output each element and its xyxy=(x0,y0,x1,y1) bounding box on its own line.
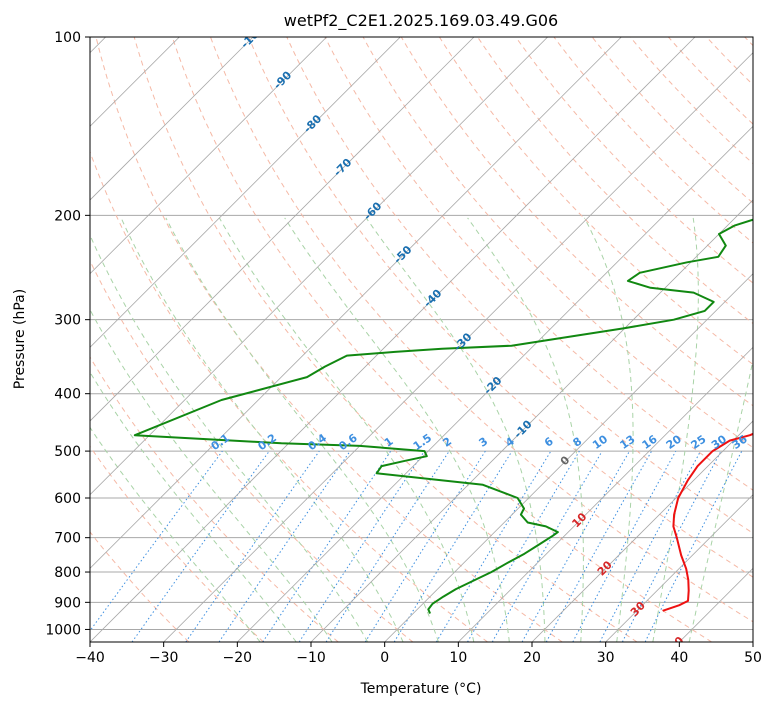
mixing-ratio-line-13 xyxy=(521,450,630,642)
dry-adiabat-line xyxy=(400,37,753,407)
dry-adiabat-line xyxy=(286,37,753,534)
dry-adiabat-line xyxy=(438,37,753,365)
isotherm-line xyxy=(163,52,753,642)
isotherm-line xyxy=(90,37,622,569)
x-axis-label: Temperature (°C) xyxy=(360,681,482,697)
y-tick-label: 500 xyxy=(54,444,81,460)
isotherm-line xyxy=(384,273,753,642)
y-tick-label: 600 xyxy=(54,491,81,507)
mixing-ratio-line-10 xyxy=(491,450,603,642)
isotherm-line xyxy=(90,37,401,348)
mixing-ratio-line-8 xyxy=(467,450,580,642)
y-tick-label: 400 xyxy=(54,387,81,403)
mixing-ratio-line-0-1 xyxy=(90,450,223,632)
x-tick-label: 40 xyxy=(670,650,688,666)
x-tick-label: 10 xyxy=(449,650,467,666)
isotherm-label: 40 xyxy=(667,634,687,654)
dry-adiabat-line xyxy=(90,531,190,642)
moist-adiabat-line xyxy=(90,234,369,642)
y-tick-label: 800 xyxy=(54,565,81,581)
temperature-profile-line xyxy=(662,432,753,612)
isotherm-line xyxy=(90,37,254,201)
plot-frame xyxy=(89,36,754,643)
moist-adiabat-line xyxy=(284,217,510,642)
y-tick-label: 700 xyxy=(54,531,81,547)
isotherm-line xyxy=(458,346,753,642)
moist-adiabat-line xyxy=(688,357,753,642)
y-tick-label: 100 xyxy=(54,30,81,46)
isotherm-line xyxy=(310,199,753,642)
chart-title: wetPf2_C2E1.2025.169.03.49.G06 xyxy=(284,11,558,31)
plot-background xyxy=(90,37,753,642)
mixing-ratio-line-2 xyxy=(325,450,450,642)
isotherm-line xyxy=(237,125,753,642)
x-tick-label: 0 xyxy=(380,650,389,666)
mixing-ratio-lines xyxy=(90,450,743,642)
moist-adiabat-line xyxy=(90,371,297,642)
dry-adiabats xyxy=(90,37,753,642)
mixing-ratio-line-0-6 xyxy=(218,450,351,642)
x-tick-label: 30 xyxy=(597,650,615,666)
y-axis-label: Pressure (hPa) xyxy=(12,289,28,389)
isotherm-line xyxy=(90,37,327,275)
dry-adiabat-line xyxy=(324,37,753,491)
x-tick-label: −10 xyxy=(296,650,326,666)
x-tick-label: −30 xyxy=(149,650,179,666)
moist-adiabat-line xyxy=(365,217,546,642)
moist-adiabat-line xyxy=(120,217,404,642)
y-axis-ticks: 100 200 300 400 500 600 700 800 900 1000 xyxy=(45,30,90,638)
y-tick-label: 900 xyxy=(54,595,81,611)
x-tick-label: −20 xyxy=(223,650,253,666)
moist-adiabat-line xyxy=(218,217,475,642)
mixing-ratio-line-0-2 xyxy=(131,450,270,642)
y-tick-label: 1000 xyxy=(45,622,81,638)
isotherm-line xyxy=(90,37,475,422)
moist-adiabats xyxy=(90,217,753,642)
x-tick-label: −40 xyxy=(75,650,105,666)
moist-adiabat-line xyxy=(165,217,439,642)
y-tick-label: 200 xyxy=(54,208,81,224)
moist-adiabat-line xyxy=(467,217,584,642)
dry-adiabat-line xyxy=(90,356,339,642)
y-tick-label: 300 xyxy=(54,313,81,329)
mixing-ratio-line-6 xyxy=(435,450,552,642)
dry-adiabat-line xyxy=(90,259,414,642)
isotherm-line xyxy=(605,494,753,642)
dewpoint-profile-line xyxy=(133,218,753,614)
sounding-profiles xyxy=(133,218,753,614)
dry-adiabat-line xyxy=(248,37,753,578)
mixing-ratio-line-0-4 xyxy=(185,450,320,642)
isotherm-gridlines xyxy=(90,37,753,642)
mixing-ratio-line-3 xyxy=(364,450,486,642)
x-tick-label: 20 xyxy=(523,650,541,666)
moist-adiabat-line xyxy=(90,308,333,642)
isotherm-line xyxy=(90,37,696,642)
moist-adiabat-line xyxy=(583,217,634,642)
mixing-ratio-line-4 xyxy=(393,450,513,642)
isotherm-line xyxy=(90,37,548,496)
mixing-ratio-line-20 xyxy=(572,450,677,642)
isotherm-line xyxy=(531,420,753,642)
dry-adiabat-line xyxy=(210,37,753,623)
x-axis-ticks: −40 −30 −20 −10 0 10 20 30 40 50 xyxy=(75,642,762,666)
x-tick-label: 50 xyxy=(744,650,762,666)
dry-adiabat-line xyxy=(133,37,638,642)
